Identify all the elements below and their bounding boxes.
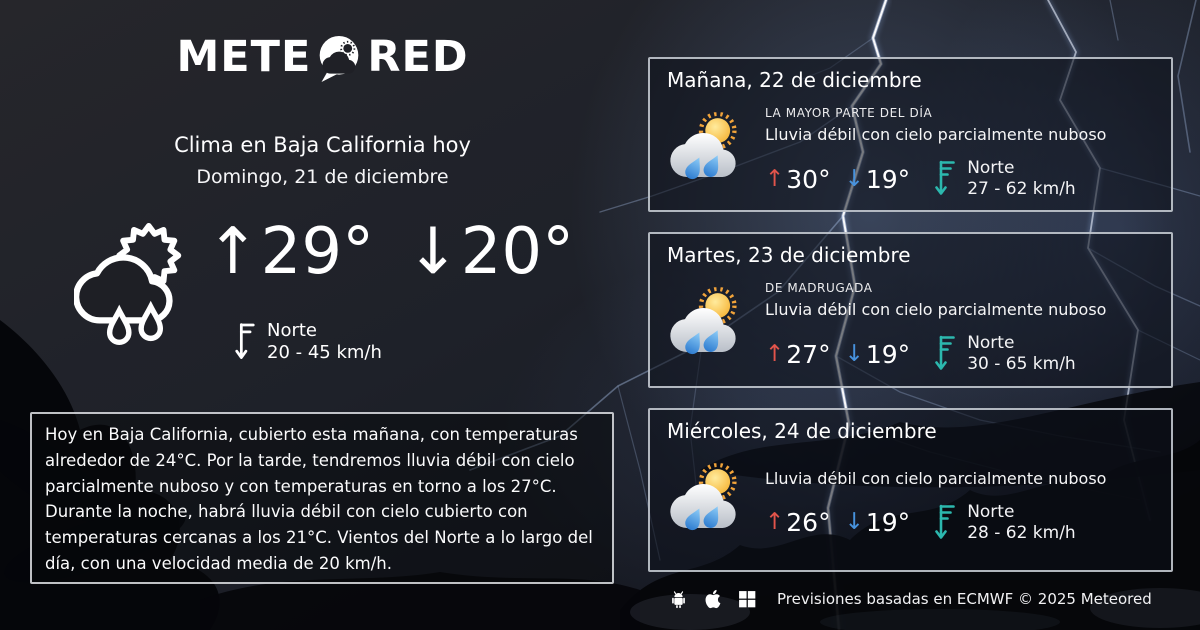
card-wind-speed: 27 - 62 km/h bbox=[967, 179, 1076, 199]
forecast-card-wednesday: Miércoles, 24 de diciembre Lluvia débil … bbox=[648, 408, 1173, 572]
card-wind-speed: 28 - 62 km/h bbox=[967, 522, 1076, 543]
wind-direction: Norte bbox=[267, 320, 318, 341]
card-weather-icon-sun-cloud-rain bbox=[650, 275, 765, 381]
today-wind: Norte 20 - 45 km/h bbox=[234, 320, 382, 364]
card-wind-speed: 30 - 65 km/h bbox=[967, 354, 1076, 374]
forecast-summary-text: Hoy en Baja California, cubierto esta ma… bbox=[45, 425, 593, 573]
card-weather-icon-sun-cloud-rain bbox=[650, 451, 765, 557]
card-wind: Norte 30 - 65 km/h bbox=[934, 333, 1076, 375]
card-wind: Norte 27 - 62 km/h bbox=[934, 158, 1076, 200]
android-icon bbox=[668, 589, 689, 610]
page-title: Clima en Baja California hoy bbox=[174, 133, 471, 158]
forecast-card-tuesday: Martes, 23 de diciembre DE MADRUGADA Llu… bbox=[648, 232, 1173, 388]
today-weather-icon-sun-cloud-rain bbox=[73, 216, 194, 358]
current-date: Domingo, 21 de diciembre bbox=[196, 166, 449, 188]
wind-barb-icon bbox=[934, 334, 956, 374]
apple-icon bbox=[702, 588, 724, 610]
card-title: Martes, 23 de diciembre bbox=[667, 243, 911, 267]
forecast-summary-box: Hoy en Baja California, cubierto esta ma… bbox=[30, 412, 614, 584]
card-temp-high: ↑ 26° bbox=[765, 508, 831, 537]
down-arrow-icon: ↓ bbox=[844, 509, 864, 535]
card-weather-icon-sun-cloud-rain bbox=[650, 100, 765, 206]
card-temp-low: ↓ 19° bbox=[844, 164, 911, 194]
up-arrow-icon: ↑ bbox=[765, 509, 785, 535]
card-description: Lluvia débil con cielo parcialmente nubo… bbox=[765, 468, 1107, 488]
down-arrow-icon: ↓ bbox=[844, 165, 864, 192]
card-wind: Norte 28 - 62 km/h bbox=[934, 502, 1076, 544]
down-arrow-icon: ↓ bbox=[844, 340, 864, 367]
temp-high-value: 29° bbox=[260, 215, 375, 289]
card-temp-low: ↓ 19° bbox=[844, 339, 911, 369]
card-title: Mañana, 22 de diciembre bbox=[667, 68, 922, 92]
temp-high: ↑29° bbox=[206, 218, 374, 286]
forecast-card-tomorrow: Mañana, 22 de diciembre LA MAYOR PARTE D… bbox=[648, 57, 1173, 212]
card-temp-high: ↑ 30° bbox=[765, 164, 831, 194]
card-description: Lluvia débil con cielo parcialmente nubo… bbox=[765, 300, 1107, 319]
card-temp-high: ↑ 27° bbox=[765, 339, 831, 369]
wind-barb-icon bbox=[934, 503, 956, 543]
up-arrow-icon: ↑ bbox=[206, 215, 260, 289]
logo-text-right: RED bbox=[367, 32, 469, 82]
card-description: Lluvia débil con cielo parcialmente nubo… bbox=[765, 125, 1107, 144]
card-title: Miércoles, 24 de diciembre bbox=[667, 419, 937, 443]
card-wind-direction: Norte bbox=[967, 501, 1015, 522]
card-temp-low: ↓ 19° bbox=[844, 508, 911, 537]
footer: Previsiones basadas en ECMWF © 2025 Mete… bbox=[648, 588, 1178, 610]
wind-speed: 20 - 45 km/h bbox=[267, 342, 382, 363]
card-period-label: LA MAYOR PARTE DEL DÍA bbox=[765, 106, 933, 120]
wind-barb-icon bbox=[934, 159, 956, 199]
card-wind-direction: Norte bbox=[967, 333, 1015, 353]
temp-low-value: 20° bbox=[460, 215, 575, 289]
logo-text-left: METE bbox=[176, 32, 312, 82]
attribution-text: Previsiones basadas en ECMWF © 2025 Mete… bbox=[777, 590, 1152, 608]
logo-cloud-bubble-icon bbox=[320, 35, 359, 82]
wind-barb-icon bbox=[234, 320, 256, 364]
card-wind-direction: Norte bbox=[967, 158, 1015, 178]
up-arrow-icon: ↑ bbox=[765, 340, 785, 367]
today-temperatures: ↑29° ↓20° bbox=[206, 218, 574, 286]
down-arrow-icon: ↓ bbox=[406, 215, 460, 289]
card-period-label: DE MADRUGADA bbox=[765, 281, 873, 295]
meteored-logo: METE RED bbox=[0, 33, 645, 82]
temp-low: ↓20° bbox=[406, 218, 574, 286]
up-arrow-icon: ↑ bbox=[765, 165, 785, 192]
windows-icon bbox=[737, 589, 757, 609]
